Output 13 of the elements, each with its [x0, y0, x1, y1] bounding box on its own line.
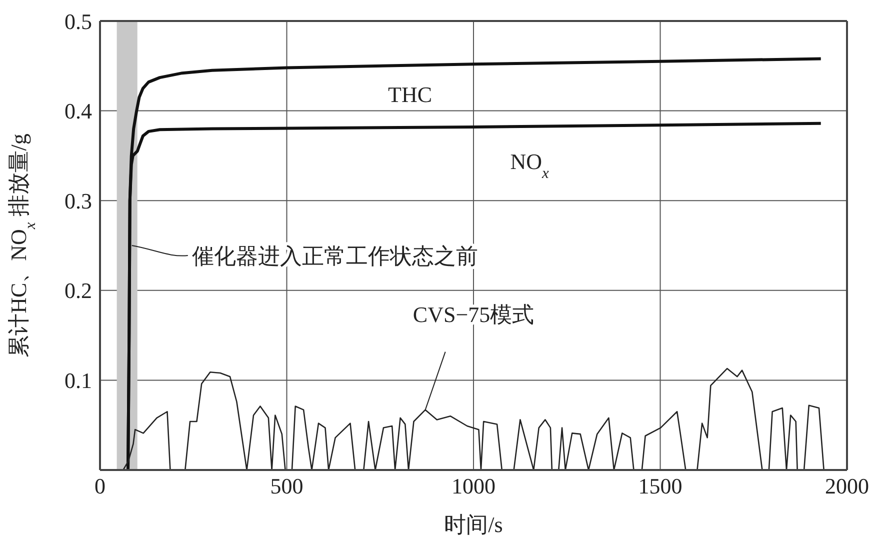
x-tick-label: 2000	[825, 474, 869, 499]
series-label: NO$_{x}$	[510, 149, 549, 182]
y-tick-label: 0.5	[64, 8, 92, 34]
x-tick-label: 1500	[638, 474, 682, 499]
y-tick-label: 0.1	[64, 368, 92, 394]
y-tick-label: 0.3	[64, 188, 92, 214]
series-label: THC	[388, 82, 432, 107]
x-tick-label: 1000	[452, 474, 496, 499]
y-tick-label: 0.2	[64, 278, 92, 304]
x-tick-label: 500	[270, 474, 304, 499]
x-tick-label: 0	[94, 474, 106, 499]
y-tick-label: 0.4	[64, 98, 92, 124]
x-axis-title: 时间/s	[444, 512, 503, 537]
